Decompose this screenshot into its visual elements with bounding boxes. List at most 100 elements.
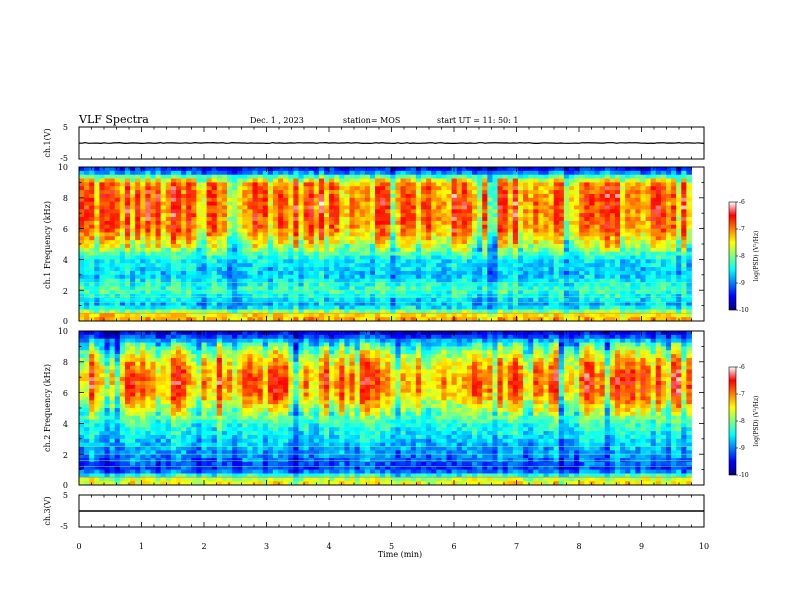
spectrogram-cell (181, 174, 187, 179)
spectrogram-cell (395, 267, 401, 272)
spectrogram-cell (635, 240, 641, 245)
spectrogram-cell (109, 174, 116, 179)
spectrogram-cell (84, 247, 90, 253)
spectrogram-cell (482, 178, 488, 183)
spectrogram-cell (79, 209, 85, 214)
spectrogram-cell (375, 247, 381, 253)
spectrogram-cell (523, 213, 529, 218)
spectrogram-cell (262, 170, 269, 176)
spectrogram-cell (288, 205, 294, 210)
spectrogram-cell (216, 317, 223, 322)
spectrogram-cell (400, 197, 407, 203)
spectrogram-cell (660, 244, 667, 249)
spectrogram-cell (461, 247, 468, 253)
spectrogram-cell (533, 209, 539, 214)
spectrogram-cell (523, 290, 529, 295)
spectrogram-cell (584, 313, 590, 318)
spectrogram-cell (589, 270, 595, 276)
spectrogram-cell (79, 305, 85, 310)
spectrogram-cell (497, 305, 504, 310)
spectrogram-cell (175, 228, 182, 233)
spectrogram-cell (538, 263, 544, 268)
spectrogram-cell (272, 213, 279, 218)
spectrogram-cell (584, 309, 590, 314)
spectrogram-cell (431, 286, 437, 291)
spectrogram-cell (318, 170, 325, 176)
spectrogram-cell (79, 247, 85, 253)
spectrogram-cell (543, 170, 549, 176)
spectrogram-cell (247, 193, 253, 199)
spectrogram-cell (589, 167, 595, 172)
spectrogram-cell (247, 247, 253, 253)
spectrogram-cell (584, 267, 590, 272)
spectrogram-cell (676, 259, 682, 264)
spectrogram-cell (181, 259, 187, 264)
spectrogram-cell (492, 205, 498, 210)
spectrogram-cell (446, 309, 452, 314)
spectrogram-cell (318, 174, 325, 179)
spectrogram-cell (523, 201, 529, 206)
spectrogram-cell (252, 286, 259, 291)
spectrogram-cell (671, 305, 677, 310)
spectrogram-cell (375, 236, 381, 241)
spectrogram-cell (472, 220, 478, 226)
spectrogram-cell (165, 240, 172, 245)
header-start-time: start UT = 11: 50: 1 (437, 116, 518, 125)
spectrogram-cell (507, 278, 514, 283)
spectrogram-cell (79, 381, 85, 386)
spectrogram-cell (671, 278, 677, 283)
spectrogram-cell (461, 220, 468, 226)
spectrogram-cell (303, 305, 310, 310)
spectrogram-cell (109, 305, 116, 310)
spectrogram-cell (686, 193, 692, 199)
spectrogram-cell (313, 309, 320, 314)
spectrogram-cell (237, 313, 243, 318)
spectrogram-cell (303, 236, 310, 241)
spectrogram-cell (349, 274, 356, 280)
spectrogram-cell (349, 270, 356, 276)
spectrogram-cell (94, 446, 100, 451)
spectrogram-cell (497, 186, 504, 191)
spectrogram-cell (114, 251, 121, 256)
spectrogram-cell (517, 240, 524, 245)
spectrogram-cell (155, 247, 162, 253)
spectrogram-cell (278, 309, 284, 314)
spectrogram-cell (262, 232, 269, 237)
spectrogram-cell (165, 301, 172, 306)
spectrogram-cell (313, 190, 320, 195)
spectrogram-cell (502, 259, 509, 264)
spectrogram-cell (216, 170, 223, 176)
spectrogram-cell (124, 255, 131, 260)
spectrogram-cell (589, 305, 595, 310)
spectrogram-cell (140, 259, 146, 264)
spectrogram-cell (523, 251, 529, 256)
spectrogram-cell (446, 236, 452, 241)
spectrogram-cell (135, 201, 141, 206)
spectrogram-cell (507, 255, 514, 260)
spectrogram-cell (512, 290, 519, 295)
spectrogram-cell (461, 232, 468, 237)
spectrogram-cell (528, 224, 534, 229)
spectrogram-cell (645, 251, 652, 256)
spectrogram-cell (415, 217, 422, 222)
spectrogram-cell (94, 197, 100, 203)
spectrogram-cell (614, 263, 621, 268)
spectrogram-cell (405, 313, 412, 318)
spectrogram-cell (308, 240, 315, 245)
spectrogram-cell (676, 274, 682, 280)
spectrogram-cell (344, 209, 350, 214)
spectrogram-cell (461, 301, 468, 306)
spectrogram-cell (135, 240, 141, 245)
spectrogram-cell (451, 282, 458, 287)
spectrogram-cell (512, 274, 519, 280)
spectrogram-cell (574, 190, 580, 195)
spectrogram-cell (221, 270, 228, 276)
spectrogram-cell (630, 193, 636, 199)
spectrogram-cell (650, 301, 657, 306)
spectrogram-cell (364, 240, 371, 245)
spectrogram-cell (293, 251, 299, 256)
spectrogram-cell (584, 263, 590, 268)
spectrogram-cell (466, 263, 473, 268)
spectrogram-cell (211, 209, 218, 214)
spectrogram-cell (364, 190, 371, 195)
